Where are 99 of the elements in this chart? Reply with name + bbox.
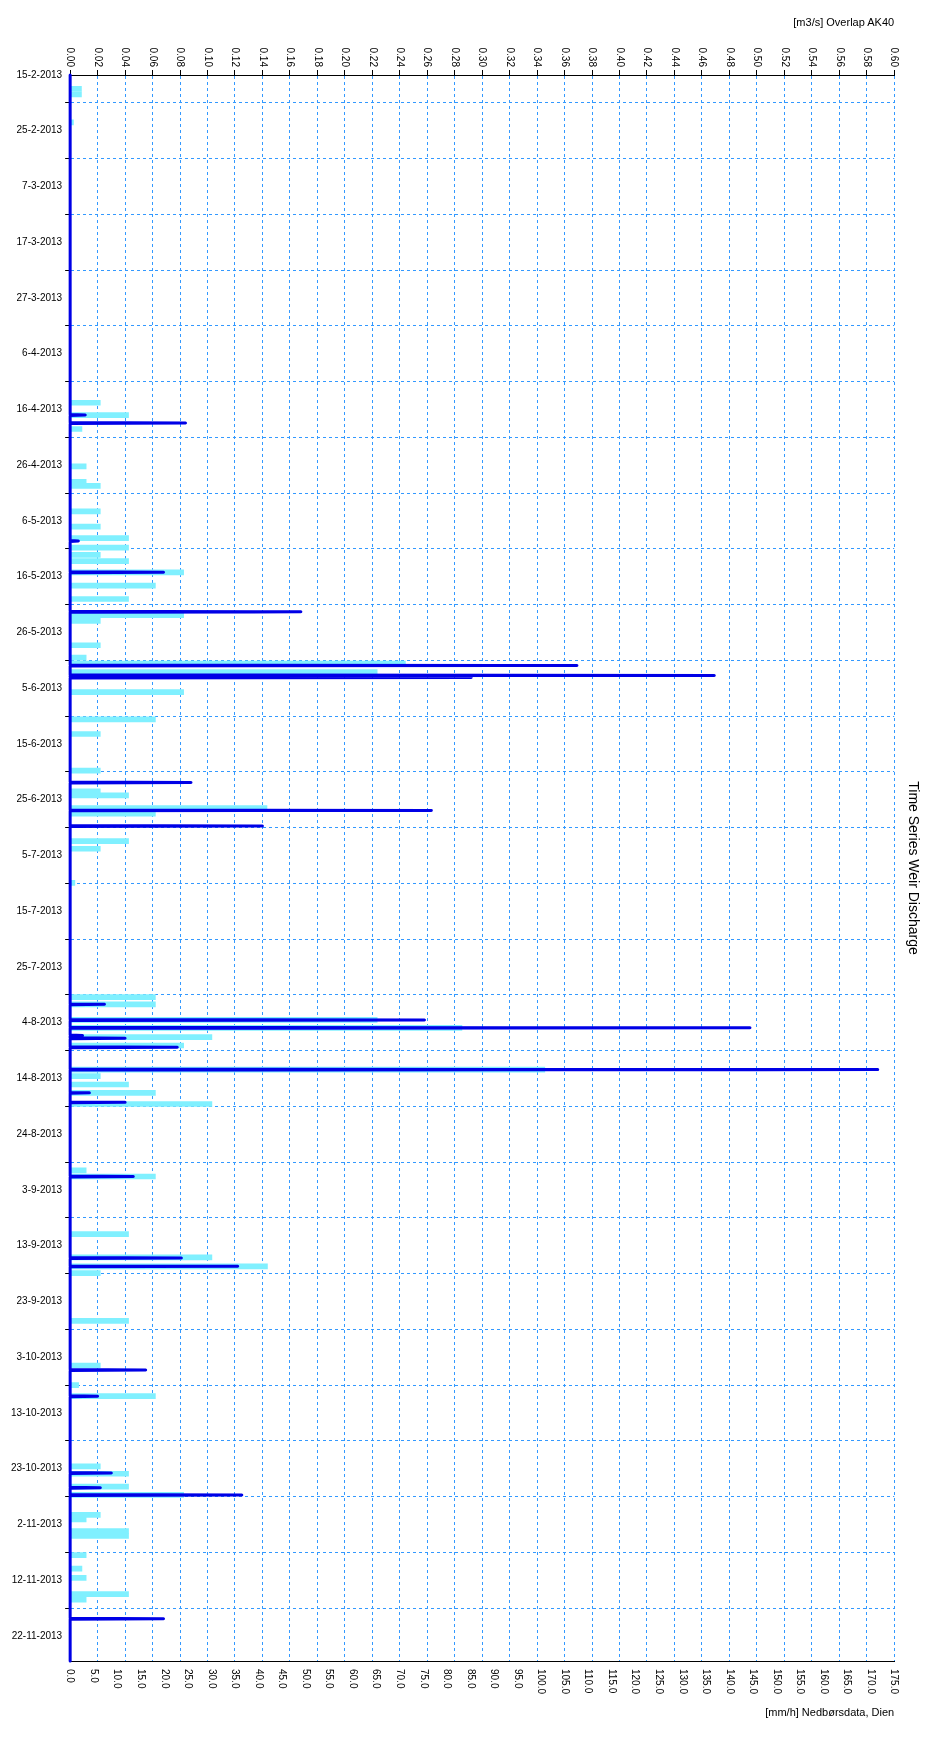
y-tick-label: 15-6-2013	[16, 737, 63, 749]
y-tick-label: 13-10-2013	[11, 1406, 63, 1418]
x-tick-label: 15.0	[136, 1669, 148, 1689]
y-tick-label: 27-3-2013	[16, 291, 63, 303]
x2-tick-label: 0.10	[202, 47, 214, 68]
x2-tick-label: 0.44	[669, 47, 681, 68]
y-tick-label: 4-8-2013	[22, 1016, 63, 1028]
y-tick-label: 16-4-2013	[16, 403, 63, 415]
x-tick-label: 55.0	[324, 1669, 336, 1689]
y-tick-label: 15-2-2013	[16, 68, 63, 80]
y-tick-label: 25-6-2013	[16, 793, 63, 805]
x-axis-title: [mm/h] Nedbørsdata, Dien	[765, 1706, 895, 1719]
y-tick-label: 6-4-2013	[22, 347, 63, 359]
x2-tick-label: 0.22	[367, 47, 379, 68]
x-tick-label: 35.0	[230, 1669, 242, 1689]
x-tick-label: 60.0	[347, 1669, 359, 1689]
x2-tick-label: 0.46	[697, 47, 709, 68]
x-tick-label: 95.0	[512, 1669, 524, 1689]
x2-tick-label: 0.30	[477, 47, 489, 68]
x-tick-label: 175.0	[889, 1669, 901, 1695]
x2-tick-label: 0.02	[92, 47, 104, 68]
y-tick-label: 23-9-2013	[16, 1295, 63, 1307]
x2-tick-label: 0.20	[340, 47, 352, 68]
x-tick-label: 130.0	[677, 1669, 689, 1695]
x-tick-label: 25.0	[183, 1669, 195, 1689]
x-tick-label: 150.0	[771, 1669, 783, 1695]
x-tick-label: 125.0	[654, 1669, 666, 1695]
x-tick-label: 160.0	[818, 1669, 830, 1695]
x2-axis-title: [m3/s] Overlap AK40	[793, 16, 895, 29]
x2-tick-label: 0.24	[395, 47, 407, 68]
x-tick-label: 20.0	[159, 1669, 171, 1689]
y-tick-label: 2-11-2013	[17, 1518, 63, 1530]
x2-tick-label: 0.16	[285, 47, 297, 68]
y-tick-label: 23-10-2013	[11, 1462, 63, 1474]
x-tick-label: 75.0	[418, 1669, 430, 1689]
x2-tick-label: 0.56	[834, 47, 846, 68]
y-tick-label: 7-3-2013	[22, 180, 63, 192]
x-tick-label: 70.0	[395, 1669, 407, 1689]
x2-tick-label: 0.54	[807, 47, 819, 68]
y-tick-label: 15-7-2013	[16, 904, 63, 916]
y-tick-label: 14-8-2013	[16, 1072, 63, 1084]
x-tick-label: 140.0	[724, 1669, 736, 1695]
x-tick-label: 45.0	[277, 1669, 289, 1689]
y-tick-label: 26-5-2013	[16, 626, 63, 638]
x-tick-label: 105.0	[559, 1669, 571, 1695]
x2-tick-label: 0.12	[230, 47, 242, 68]
y-tick-label: 26-4-2013	[16, 458, 63, 470]
x2-tick-label: 0.52	[779, 47, 791, 68]
x2-tick-label: 0.34	[532, 47, 544, 68]
y-tick-label: 5-7-2013	[22, 849, 63, 861]
x-tick-label: 115.0	[606, 1669, 618, 1694]
y-tick-label: 13-9-2013	[16, 1239, 63, 1251]
x-tick-label: 40.0	[253, 1669, 265, 1689]
x2-tick-label: 0.60	[889, 47, 901, 68]
x-tick-label: 135.0	[701, 1669, 713, 1695]
x2-tick-label: 0.14	[257, 47, 269, 68]
x-tick-label: 30.0	[206, 1669, 218, 1689]
x2-tick-label: 0.48	[724, 47, 736, 68]
x-tick-label: 170.0	[865, 1669, 877, 1695]
x2-tick-label: 0.40	[614, 47, 626, 68]
text: Time Series Weir Discharge	[905, 781, 922, 955]
y-tick-label: 25-7-2013	[16, 960, 63, 972]
y-tick-label: 6-5-2013	[22, 514, 63, 526]
x2-tick-label: 0.36	[559, 47, 571, 68]
x-tick-label: 145.0	[748, 1669, 760, 1695]
y-tick-label: 24-8-2013	[16, 1127, 63, 1139]
x-tick-label: 50.0	[300, 1669, 312, 1689]
x-tick-label: 0.0	[65, 1669, 77, 1684]
x-tick-label: 80.0	[442, 1669, 454, 1689]
y-tick-label: 25-2-2013	[16, 124, 63, 136]
x-tick-label: 10.0	[112, 1669, 124, 1689]
y-tick-label: 3-9-2013	[22, 1183, 63, 1195]
x-tick-label: 120.0	[630, 1669, 642, 1695]
x-tick-label: 90.0	[489, 1669, 501, 1689]
y-tick-label: 12-11-2013	[11, 1573, 63, 1585]
x-tick-label: 110.0	[583, 1669, 595, 1694]
y-tick-label: 16-5-2013	[16, 570, 63, 582]
x2-tick-label: 0.32	[504, 47, 516, 68]
x2-tick-label: 0.26	[422, 47, 434, 68]
x-tick-label: 65.0	[371, 1669, 383, 1689]
x2-tick-label: 0.38	[587, 47, 599, 68]
x-tick-label: 100.0	[536, 1669, 548, 1695]
x2-tick-label: 0.58	[861, 47, 873, 68]
x2-tick-label: 0.50	[752, 47, 764, 68]
x2-tick-label: 0.28	[449, 47, 461, 68]
x-tick-label: 5.0	[88, 1669, 100, 1684]
y-tick-label: 3-10-2013	[16, 1350, 63, 1362]
x2-tick-label: 0.18	[312, 47, 324, 68]
x-tick-label: 165.0	[842, 1669, 854, 1695]
y-tick-label: 5-6-2013	[22, 681, 63, 693]
x-tick-label: 155.0	[795, 1669, 807, 1695]
y-tick-label: 17-3-2013	[16, 235, 63, 247]
x2-tick-label: 0.42	[642, 47, 654, 68]
x2-tick-label: 0.08	[175, 47, 187, 68]
x2-tick-label: 0.04	[120, 47, 132, 68]
y-tick-label: 22-11-2013	[11, 1629, 63, 1641]
x2-tick-label: 0.06	[147, 47, 159, 68]
x2-tick-label: 0.00	[65, 47, 77, 68]
x-tick-label: 85.0	[465, 1669, 477, 1689]
